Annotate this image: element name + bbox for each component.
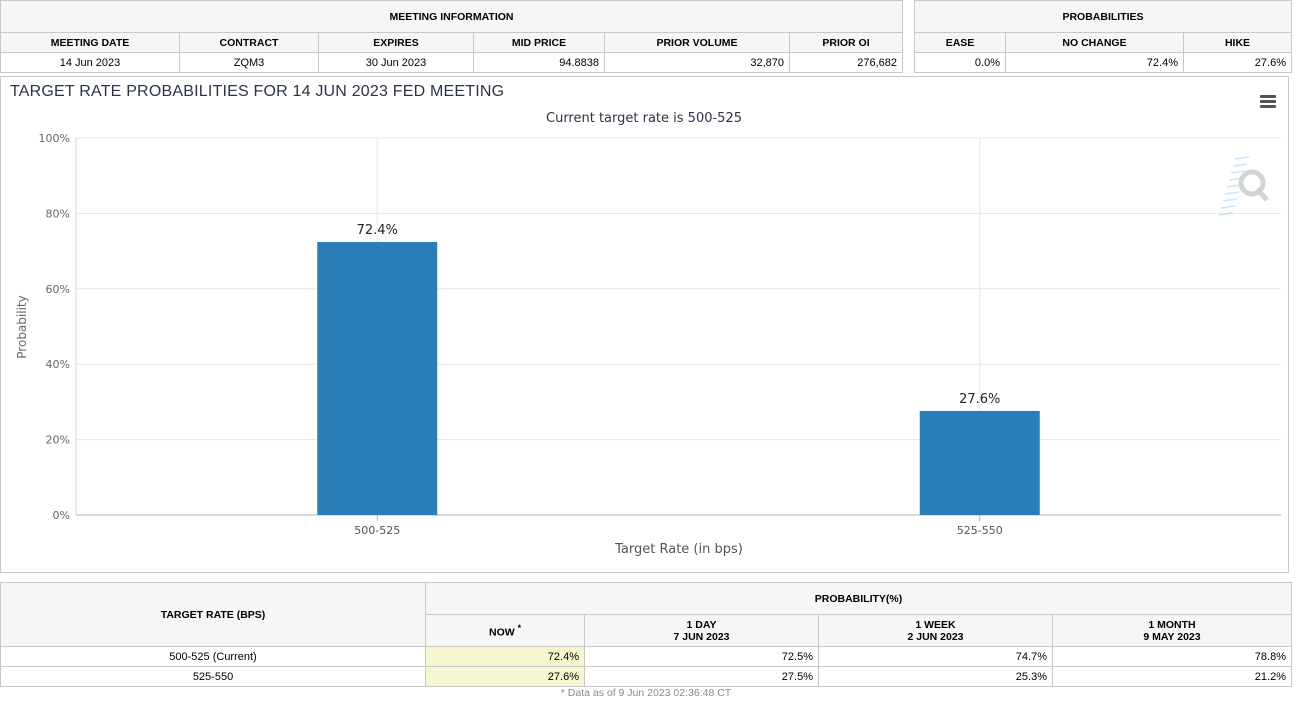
col-1-month: 1 MONTH 9 MAY 2023 [1052,614,1292,647]
col-meeting-date: MEETING DATE [0,32,180,53]
period-1-week-label: 1 WEEK [915,618,956,631]
now-cell: 27.6% [425,666,585,687]
hike-value: 27.6% [1183,52,1292,73]
day-cell: 72.5% [584,646,819,667]
meeting-information-panel: MEETING INFORMATION MEETING DATE CONTRAC… [0,0,903,74]
y-tick-label: 60% [46,283,70,296]
y-tick-label: 100% [39,132,70,145]
contract-value: ZQM3 [179,52,319,73]
y-axis-title: Probability [15,295,29,358]
probability-history-panel: TARGET RATE (BPS) PROBABILITY(%) NOW * 1… [0,582,1292,704]
expires-value: 30 Jun 2023 [318,52,474,73]
week-cell: 25.3% [818,666,1053,687]
ease-value: 0.0% [914,52,1006,73]
probabilities-table: PROBABILITIES EASE NO CHANGE HIKE 0.0% 7… [914,0,1292,73]
period-1-month-date: 9 MAY 2023 [1143,630,1201,643]
col-expires: EXPIRES [318,32,474,53]
q-logo-icon [1218,156,1269,216]
meeting-information-table: MEETING INFORMATION MEETING DATE CONTRAC… [0,0,903,73]
period-1-day-label: 1 DAY [686,618,717,631]
x-axis-title: Target Rate (in bps) [614,542,743,557]
period-1-week-date: 2 JUN 2023 [907,630,964,643]
week-cell: 74.7% [818,646,1053,667]
rate-cell: 525-550 [0,666,426,687]
y-tick-label: 0% [53,509,70,522]
data-timestamp-footnote: * Data as of 9 Jun 2023 02:36:48 CT [560,687,732,699]
bar-data-label: 27.6% [959,392,1000,407]
bar [317,242,438,515]
month-cell: 78.8% [1052,646,1292,667]
bar-data-label: 72.4% [357,223,398,238]
col-1-week: 1 WEEK 2 JUN 2023 [818,614,1053,647]
month-cell: 21.2% [1052,666,1292,687]
col-now: NOW * [425,614,585,647]
chart-panel: TARGET RATE PROBABILITIES FOR 14 JUN 202… [0,76,1289,573]
probabilities-panel: PROBABILITIES EASE NO CHANGE HIKE 0.0% 7… [914,0,1292,74]
now-label: NOW [489,626,515,639]
period-1-month-label: 1 MONTH [1148,618,1196,631]
col-mid-price: MID PRICE [473,32,605,53]
col-1-day: 1 DAY 7 JUN 2023 [584,614,819,647]
probabilities-title: PROBABILITIES [914,0,1292,33]
table-row: 525-550 27.6% 27.5% 25.3% 21.2% [0,666,1292,687]
meeting-date-value: 14 Jun 2023 [0,52,180,73]
col-prior-oi: PRIOR OI [789,32,903,53]
chart-heading: TARGET RATE PROBABILITIES FOR 14 JUN 202… [10,83,505,100]
y-tick-label: 80% [46,207,70,220]
rate-cell: 500-525 (Current) [0,646,426,667]
col-no-change: NO CHANGE [1005,32,1184,53]
prior-volume-value: 32,870 [604,52,790,73]
mid-price-value: 94.8838 [473,52,605,73]
bar [919,410,1040,515]
probability-bar-chart: 0% 20% 40% 60% 80% 100% 72.4% 500-525 27.6% 525-5… [15,111,1281,557]
now-footnote-mark: * [517,622,521,633]
target-rate-header: TARGET RATE (BPS) [0,582,426,647]
meeting-information-title: MEETING INFORMATION [0,0,903,33]
probability-history-table: TARGET RATE (BPS) PROBABILITY(%) NOW * 1… [0,582,1292,687]
day-cell: 27.5% [584,666,819,687]
table-row: 500-525 (Current) 72.4% 72.5% 74.7% 78.8… [0,646,1292,667]
x-tick-label: 525-550 [957,524,1003,537]
chart-subtitle: Current target rate is 500-525 [546,111,742,126]
col-prior-volume: PRIOR VOLUME [604,32,790,53]
hamburger-menu-icon[interactable] [1260,95,1276,108]
col-contract: CONTRACT [179,32,319,53]
now-cell: 72.4% [425,646,585,667]
col-ease: EASE [914,32,1006,53]
prior-oi-value: 276,682 [789,52,903,73]
period-1-day-date: 7 JUN 2023 [673,630,730,643]
probability-header: PROBABILITY(%) [425,582,1292,615]
col-hike: HIKE [1183,32,1292,53]
x-tick-label: 500-525 [354,524,400,537]
y-tick-label: 40% [46,358,70,371]
no-change-value: 72.4% [1005,52,1184,73]
y-tick-label: 20% [46,434,70,447]
